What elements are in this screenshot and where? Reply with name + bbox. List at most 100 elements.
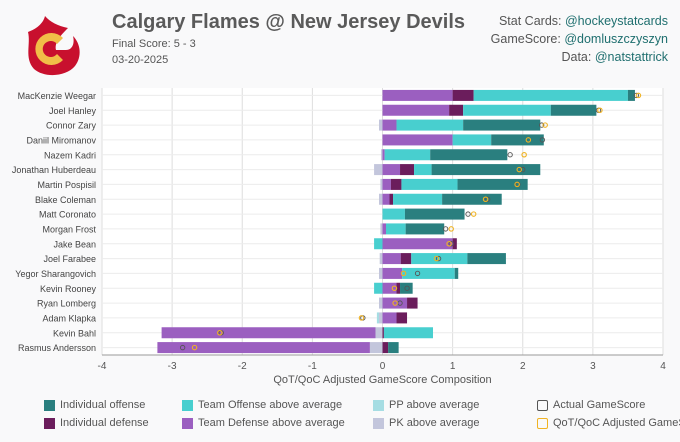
adjusted-gamescore-marker — [482, 196, 489, 203]
actual-gamescore-marker — [448, 241, 454, 247]
credit-stat-cards: Stat Cards: @hockeystatcards — [498, 14, 668, 28]
bar-segment-team-offense — [374, 238, 383, 250]
adjusted-gamescore-marker — [358, 315, 365, 321]
adjusted-gamescore-marker — [514, 181, 520, 188]
bar-segment-team-defense — [161, 327, 376, 339]
player-label: Kevin Bahl — [53, 328, 96, 338]
player-label: Martin Pospisil — [37, 180, 96, 190]
player-label: Connor Zary — [46, 121, 97, 131]
bar-segment-team-defense — [382, 149, 385, 161]
actual-gamescore-marker — [414, 270, 421, 277]
legend-label: Individual offense — [60, 399, 146, 411]
player-label: Matt Coronato — [39, 210, 96, 220]
x-tick-label: -3 — [168, 361, 177, 372]
bar-segment-team-defense — [382, 178, 391, 190]
legend-item-actual-marker: Actual GameScore — [537, 399, 645, 411]
bar-segment-pk — [374, 164, 383, 176]
bar-segment-team-defense — [382, 297, 408, 309]
actual-gamescore-marker — [179, 344, 186, 351]
bar-segment-team-offense — [473, 89, 628, 101]
bar-segment-team-defense — [382, 104, 450, 116]
bar-segment-pk — [369, 342, 383, 354]
actual-gamescore-marker — [435, 255, 442, 262]
bar-segment-individual-defense — [382, 342, 389, 354]
credit-handle: @hockeystatcards — [564, 14, 668, 28]
actual-gamescore-marker — [633, 92, 640, 99]
x-axis-label: QoT/QoC Adjusted GameScore Composition — [273, 374, 491, 386]
credit-data: Data: @natstattrick — [561, 50, 668, 64]
player-label: Jonathan Huberdeau — [12, 165, 96, 175]
actual-gamescore-marker — [539, 137, 546, 143]
bar-segment-team-offense — [374, 282, 383, 294]
bar-segment-team-defense — [382, 238, 453, 250]
x-tick-label: 0 — [380, 361, 386, 372]
bar-segment-team-defense — [382, 134, 453, 146]
adjusted-gamescore-marker — [217, 330, 223, 336]
actual-gamescore-marker — [442, 226, 449, 232]
bar-segment-individual-offense — [405, 223, 445, 235]
bar-segment-pk — [378, 312, 383, 324]
bar-segment-pk — [379, 253, 383, 265]
bar-segment-team-defense — [382, 193, 390, 205]
bar-segment-individual-offense — [388, 342, 399, 354]
legend-label: QoT/QoC Adjusted GameScore — [553, 417, 680, 429]
bar-segment-team-defense — [382, 89, 453, 101]
adjusted-gamescore-marker — [433, 255, 440, 262]
adjusted-gamescore-marker — [191, 344, 198, 351]
bar-segment-individual-defense — [400, 164, 415, 176]
chart-title: Calgary Flames @ New Jersey Devils — [112, 11, 466, 33]
legend-swatch — [44, 399, 55, 411]
adjusted-gamescore-marker — [635, 92, 642, 99]
adjusted-gamescore-marker — [525, 137, 532, 143]
bar-segment-individual-offense — [463, 119, 541, 131]
legend-item-adjusted-marker: QoT/QoC Adjusted GameScore — [537, 417, 680, 429]
game-date: 03-20-2025 — [112, 54, 169, 66]
player-label: Daniil Miromanov — [26, 135, 96, 145]
legend-swatch — [373, 399, 384, 411]
bar-segment-individual-defense — [390, 178, 402, 190]
credit-handle: @domluszczyszyn — [564, 32, 668, 46]
adjusted-gamescore-marker — [446, 241, 452, 247]
bar-segment-individual-offense — [454, 267, 459, 279]
bar-segment-individual-offense — [627, 89, 635, 101]
x-tick-label: -1 — [308, 361, 317, 372]
bar-segment-pk — [380, 223, 383, 235]
bar-segment-team-offense — [396, 119, 464, 131]
legend: Individual offense Team Offense above ave… — [0, 395, 680, 439]
bar-segment-team-offense — [401, 178, 458, 190]
bar-segment-individual-offense — [491, 134, 544, 146]
bar-segment-team-defense — [382, 282, 397, 294]
bar-segment-team-defense — [382, 164, 401, 176]
player-label: Nazem Kadri — [44, 150, 96, 160]
bar-segment-individual-offense — [550, 104, 597, 116]
x-tick-label: -2 — [238, 361, 247, 372]
actual-gamescore-marker — [404, 285, 410, 291]
player-label: MacKenzie Weegar — [18, 91, 96, 101]
player-label: Joel Hanley — [49, 106, 97, 116]
legend-item-team-defense: Team Defense above average — [182, 417, 345, 429]
bar-segment-team-defense — [382, 267, 403, 279]
bar-segment-individual-defense — [396, 282, 401, 294]
bar-segment-pk — [378, 297, 383, 309]
bar-segment-pk — [378, 267, 383, 279]
adjusted-gamescore-marker — [597, 107, 603, 113]
bar-segment-individual-defense — [407, 297, 418, 309]
bar-segment-pk — [378, 193, 383, 205]
header: Calgary Flames @ New Jersey Devils Final… — [0, 0, 680, 82]
actual-gamescore-marker — [465, 211, 471, 217]
bar-segment-individual-defense — [396, 312, 408, 324]
bar-segment-team-defense — [382, 253, 401, 265]
bar-segment-individual-defense — [389, 193, 394, 205]
x-tick-label: 4 — [660, 361, 666, 372]
credits: Stat Cards: @hockeystatcards GameScore: … — [491, 12, 668, 66]
player-label: Yegor Sharangovich — [15, 269, 96, 279]
legend-label: Team Defense above average — [198, 417, 345, 429]
legend-swatch — [44, 417, 55, 429]
bar-segment-team-offense — [383, 327, 433, 339]
bar-segment-team-offense — [382, 208, 405, 220]
legend-label: PP above average — [389, 399, 480, 411]
legend-swatch — [537, 399, 548, 411]
actual-gamescore-marker — [485, 196, 491, 202]
player-label: Morgan Frost — [42, 224, 96, 234]
x-tick-label: 3 — [590, 361, 596, 372]
